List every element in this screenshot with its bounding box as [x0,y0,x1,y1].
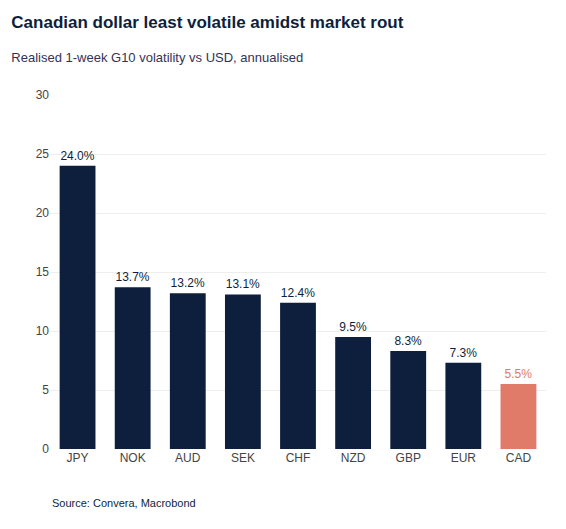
svg-text:12.4%: 12.4% [281,286,315,300]
svg-text:0: 0 [42,442,49,456]
svg-text:5.5%: 5.5% [505,367,533,381]
svg-text:13.7%: 13.7% [115,270,149,284]
svg-text:Source: Convera, Macrobond: Source: Convera, Macrobond [52,497,196,509]
svg-text:Realised 1-week G10 volatility: Realised 1-week G10 volatility vs USD, a… [11,50,303,65]
svg-text:EUR: EUR [451,451,477,465]
svg-text:15: 15 [36,265,50,279]
svg-text:13.1%: 13.1% [226,277,260,291]
svg-text:7.3%: 7.3% [449,346,477,360]
svg-text:20: 20 [36,206,50,220]
svg-text:25: 25 [36,147,50,161]
svg-text:Canadian dollar least volatile: Canadian dollar least volatile amidst ma… [11,13,403,32]
svg-text:SEK: SEK [231,451,255,465]
svg-text:13.2%: 13.2% [171,276,205,290]
svg-text:8.3%: 8.3% [394,334,422,348]
svg-text:NOK: NOK [120,451,146,465]
svg-text:5: 5 [42,383,49,397]
svg-text:CHF: CHF [286,451,311,465]
svg-text:NZD: NZD [341,451,366,465]
svg-text:9.5%: 9.5% [339,320,367,334]
svg-text:30: 30 [36,88,50,102]
svg-text:AUD: AUD [175,451,201,465]
svg-text:10: 10 [36,324,50,338]
svg-text:CAD: CAD [506,451,532,465]
svg-text:24.0%: 24.0% [60,149,94,163]
svg-text:JPY: JPY [67,451,89,465]
svg-text:GBP: GBP [396,451,421,465]
